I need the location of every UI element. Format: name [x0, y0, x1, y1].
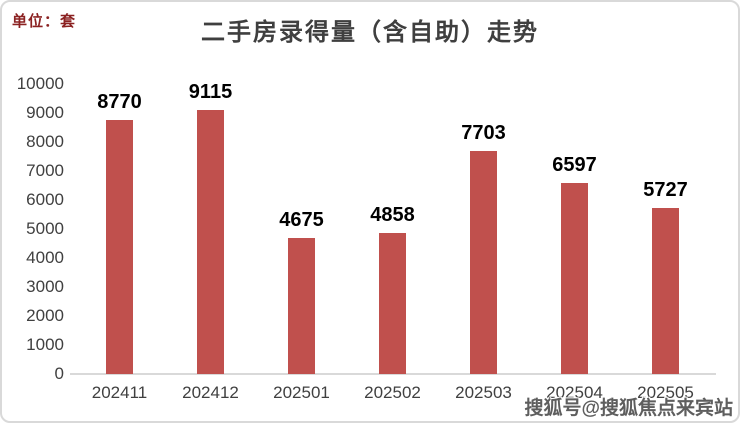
bar — [561, 182, 588, 374]
bar — [470, 150, 497, 374]
x-tick-label: 202412 — [182, 383, 239, 402]
bar — [652, 207, 679, 374]
bar-value-label: 6597 — [552, 153, 597, 176]
watermark: 搜狐号@搜狐焦点来宾站 — [524, 398, 733, 419]
bar-value-label: 4858 — [370, 204, 415, 227]
bar — [197, 109, 224, 374]
y-tick-label: 0 — [54, 364, 64, 383]
y-tick-label: 1000 — [26, 335, 64, 354]
y-tick-label: 3000 — [26, 277, 64, 296]
bar — [106, 119, 133, 374]
unit-label: 单位：套 — [12, 13, 77, 30]
x-tick-label: 202501 — [273, 383, 330, 402]
bar-value-label: 8770 — [97, 90, 142, 113]
y-tick-label: 2000 — [26, 306, 64, 325]
bar-value-label: 5727 — [643, 178, 688, 201]
bar-value-label: 7703 — [461, 121, 506, 144]
y-tick-label: 8000 — [26, 132, 64, 151]
x-tick-label: 202504 — [546, 383, 603, 402]
y-tick-label: 6000 — [26, 190, 64, 209]
bar-value-label: 9115 — [188, 80, 233, 103]
bar — [288, 238, 315, 374]
y-tick-label: 4000 — [26, 248, 64, 267]
y-tick-label: 5000 — [26, 219, 64, 238]
x-tick-label: 202502 — [364, 383, 421, 402]
bar — [379, 233, 406, 374]
x-tick-label: 202411 — [91, 383, 148, 402]
y-tick-label: 9000 — [26, 103, 64, 122]
chart-title: 二手房录得量（含自助）走势 — [201, 20, 539, 46]
x-axis-line — [70, 373, 716, 375]
y-tick-label: 7000 — [26, 161, 64, 180]
bar-value-label: 4675 — [279, 209, 324, 232]
x-tick-label: 202505 — [637, 383, 694, 402]
x-tick-label: 202503 — [455, 383, 512, 402]
y-tick-label: 10000 — [16, 74, 64, 93]
